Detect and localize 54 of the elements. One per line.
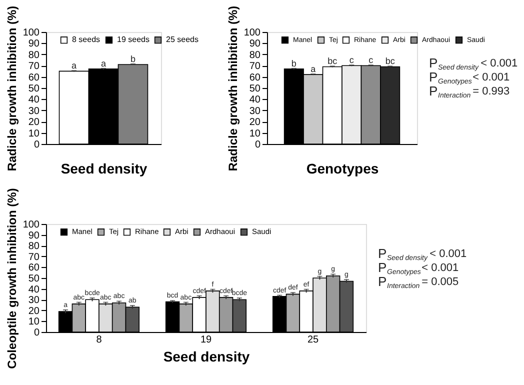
y-axis-title: Radicle growth inhibition (%)	[4, 6, 19, 172]
y-tick-label: 70	[249, 61, 261, 72]
y-axis-title: Coleoptile growth inhibition (%)	[4, 188, 19, 369]
x-axis-title: Seed density	[60, 160, 148, 176]
y-tick-label: 60	[249, 72, 261, 84]
y-tick-label: 90	[28, 230, 40, 242]
y-tick-label: 100	[22, 28, 40, 38]
y-tick-label: 30	[249, 106, 261, 117]
y-tick-label: 40	[28, 94, 40, 106]
y-tick-label: 90	[28, 38, 40, 50]
data-label: bc	[328, 56, 338, 66]
x-tick-label: 8	[96, 334, 102, 346]
legend-label: 19 seeds	[117, 35, 150, 44]
data-label: a	[72, 60, 77, 71]
y-tick-label: 60	[28, 262, 40, 274]
data-label: c	[349, 55, 354, 66]
y-tick-label: 60	[28, 72, 40, 84]
y-tick-label: 90	[249, 38, 261, 50]
y-axis-title: Radicle growth inhibition (%)	[226, 6, 240, 172]
y-tick-label: 20	[28, 306, 40, 317]
y-tick-label: 10	[28, 316, 40, 328]
y-tick-label: 40	[28, 284, 40, 296]
y-tick-label: 10	[249, 128, 261, 140]
y-tick-label: 20	[249, 117, 261, 128]
y-tick-label: 80	[28, 241, 40, 252]
data-label: bc	[385, 56, 396, 66]
legend-label: 25 seeds	[166, 35, 198, 44]
x-tick-label: 19	[200, 334, 212, 346]
y-tick-label: 0	[254, 140, 261, 150]
data-label: b	[291, 58, 296, 68]
x-axis-title: Genotypes	[306, 160, 379, 176]
y-tick-label: 0	[34, 140, 40, 150]
y-tick-label: 50	[249, 84, 261, 94]
x-tick-label: 25	[307, 334, 320, 346]
y-tick-label: 70	[28, 252, 40, 263]
y-tick-label: 70	[28, 61, 40, 72]
y-tick-label: 30	[28, 295, 40, 306]
y-tick-label: 80	[249, 50, 261, 61]
y-tick-label: 100	[244, 28, 261, 38]
legend-label: 8 seeds	[72, 35, 100, 44]
data-label: c	[368, 55, 374, 66]
y-tick-label: 40	[249, 94, 261, 106]
y-tick-label: 0	[34, 328, 40, 338]
y-tick-label: 30	[28, 106, 40, 117]
y-tick-label: 20	[28, 117, 40, 128]
data-label: b	[130, 54, 136, 64]
x-axis-title: Seed density	[163, 348, 250, 364]
y-tick-label: 50	[28, 84, 40, 94]
data-label: a	[310, 64, 316, 74]
y-tick-label: 80	[28, 50, 40, 61]
y-tick-label: 100	[22, 220, 40, 230]
data-label: a	[100, 58, 106, 68]
y-tick-label: 50	[28, 274, 40, 284]
y-tick-label: 10	[28, 128, 40, 140]
